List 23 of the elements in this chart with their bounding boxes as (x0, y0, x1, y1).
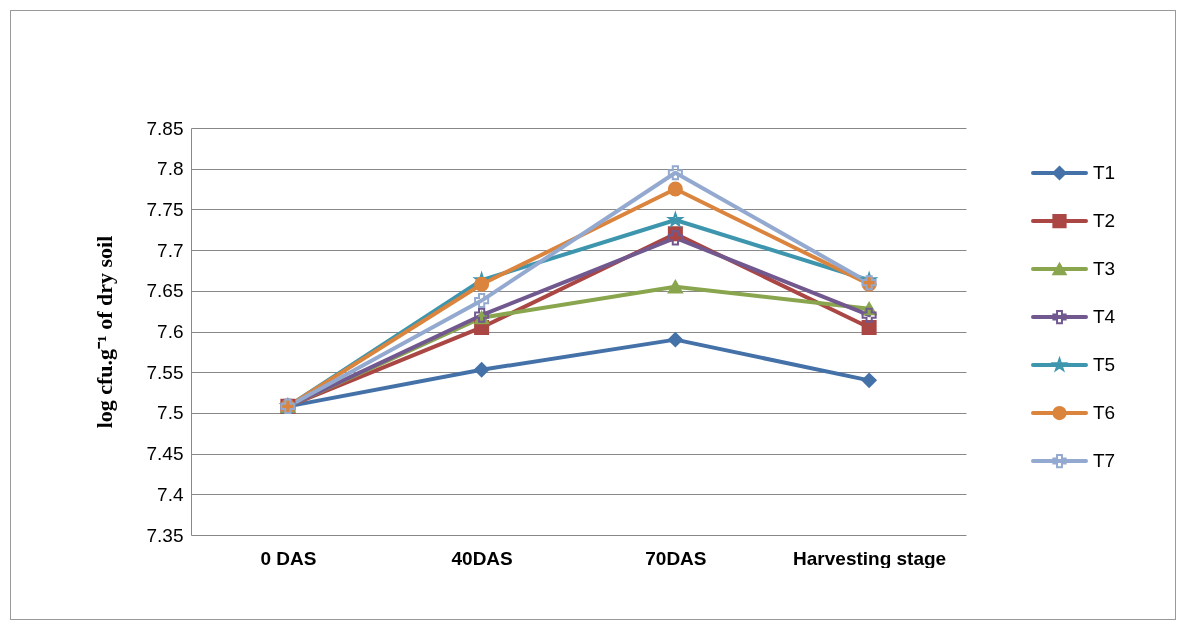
legend-label: T2 (1093, 210, 1116, 232)
legend-label: T7 (1093, 450, 1116, 472)
y-tick-label: 7.85 (146, 117, 184, 139)
legend-label: T1 (1093, 162, 1116, 184)
y-tick-label: 7.75 (146, 198, 184, 220)
x-tick-label: 40DAS (451, 547, 513, 569)
y-tick-label: 7.8 (157, 158, 184, 180)
y-tick-label: 7.6 (157, 321, 184, 342)
legend-label: T5 (1093, 354, 1116, 376)
legend-label: T4 (1093, 306, 1116, 328)
y-tick-label: 7.5 (157, 402, 184, 424)
y-tick-label: 7.45 (146, 443, 184, 465)
y-axis-title: log cfu.g⁻¹ of dry soil (91, 235, 117, 429)
x-tick-label: 70DAS (645, 547, 707, 569)
y-tick-label: 7.4 (157, 483, 184, 505)
legend-label: T6 (1093, 402, 1116, 424)
y-tick-label: 7.55 (146, 361, 184, 383)
y-tick-label: 7.35 (146, 524, 184, 546)
y-tick-label: 7.7 (157, 239, 184, 261)
y-tick-label: 7.65 (146, 280, 184, 302)
x-tick-label: Harvesting stage (793, 547, 947, 569)
legend-label: T3 (1093, 258, 1116, 280)
x-tick-label: 0 DAS (260, 547, 317, 569)
